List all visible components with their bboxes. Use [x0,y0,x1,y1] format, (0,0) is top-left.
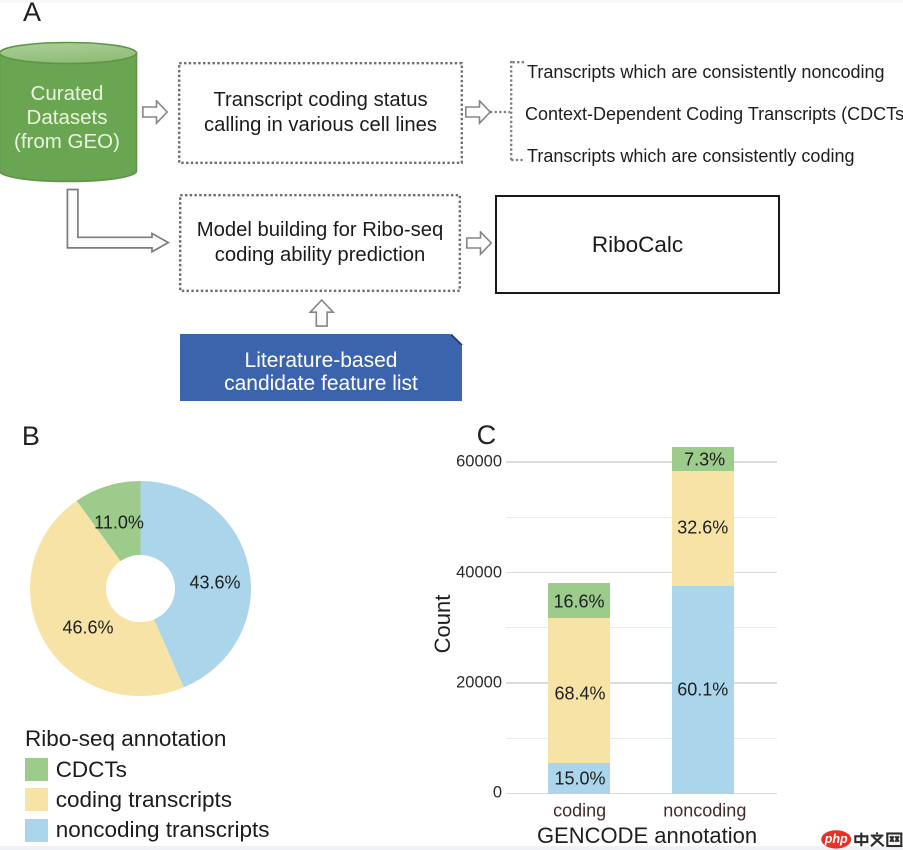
svg-text:php: php [824,832,848,846]
